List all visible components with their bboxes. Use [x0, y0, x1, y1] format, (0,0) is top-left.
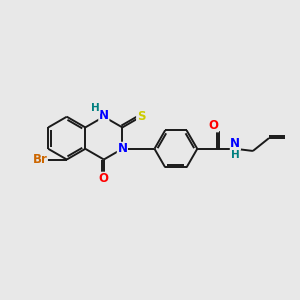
- Text: H: H: [91, 103, 100, 113]
- Text: O: O: [99, 172, 109, 185]
- Text: N: N: [117, 142, 128, 155]
- Text: Br: Br: [32, 153, 47, 166]
- Text: S: S: [137, 110, 145, 123]
- Text: H: H: [231, 150, 240, 160]
- Text: N: N: [99, 109, 109, 122]
- Text: O: O: [208, 119, 219, 132]
- Text: N: N: [230, 137, 240, 150]
